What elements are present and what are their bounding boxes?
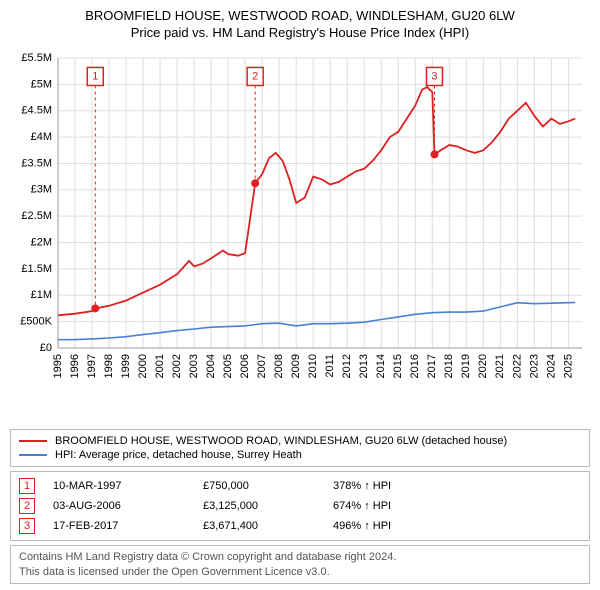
x-tick-label: 2009	[290, 354, 302, 378]
y-tick-label: £4M	[31, 131, 52, 143]
line-chart: £0 £500K £1M £1.5M £2M £2.5M £3M £3.5M £4M £4.5M £…	[10, 48, 590, 388]
x-tick-label: 1998	[103, 354, 115, 378]
title-block: BROOMFIELD HOUSE, WESTWOOD ROAD, WINDLES…	[10, 8, 590, 42]
legend-label: BROOMFIELD HOUSE, WESTWOOD ROAD, WINDLES…	[55, 435, 507, 447]
x-tick-label: 2007	[256, 354, 268, 378]
x-tick-label: 2012	[341, 354, 353, 378]
sale-marker-number: 3	[431, 70, 437, 82]
sale-row-price: £3,671,400	[203, 520, 333, 532]
sale-row: 3 17-FEB-2017£3,671,400496% ↑ HPI	[19, 516, 581, 536]
chart-area: £0 £500K £1M £1.5M £2M £2.5M £3M £3.5M £4M £4.5M £…	[10, 48, 590, 426]
legend-label: HPI: Average price, detached house, Surr…	[55, 449, 302, 461]
y-tick-label: £1M	[31, 289, 52, 301]
legend-swatch	[19, 454, 47, 456]
x-tick-label: 1996	[69, 354, 81, 378]
sale-row-marker: 2	[19, 498, 35, 514]
title-line-2: Price paid vs. HM Land Registry's House …	[10, 25, 590, 42]
sale-row-pct: 674% ↑ HPI	[333, 500, 391, 512]
sale-row-date: 03-AUG-2006	[53, 500, 203, 512]
x-tick-label: 2006	[239, 354, 251, 378]
x-tick-label: 2014	[375, 354, 387, 378]
x-tick-label: 2000	[137, 354, 149, 378]
y-tick-label: £0	[40, 342, 52, 354]
y-tick-label: £5.5M	[21, 52, 52, 64]
y-tick-label: £3.5M	[21, 157, 52, 169]
legend-swatch	[19, 440, 47, 442]
x-tick-label: 2004	[205, 354, 217, 378]
footer-line-2: This data is licensed under the Open Gov…	[19, 565, 581, 579]
chart-bg	[10, 48, 590, 388]
sale-marker-dot	[91, 304, 99, 312]
sales-table: 1 10-MAR-1997£750,000378% ↑ HPI 2 03-AUG-20…	[10, 471, 590, 541]
x-tick-label: 2021	[494, 354, 506, 378]
x-tick-label: 1999	[120, 354, 132, 378]
sale-marker-number: 2	[252, 70, 258, 82]
sale-marker-dot	[430, 150, 438, 158]
x-tick-label: 2020	[477, 354, 489, 378]
legend-item: BROOMFIELD HOUSE, WESTWOOD ROAD, WINDLES…	[19, 434, 581, 448]
y-tick-label: £3M	[31, 184, 52, 196]
sale-row-marker: 1	[19, 478, 35, 494]
title-line-1: BROOMFIELD HOUSE, WESTWOOD ROAD, WINDLES…	[10, 8, 590, 25]
x-tick-label: 2010	[307, 354, 319, 378]
sale-row-date: 10-MAR-1997	[53, 480, 203, 492]
x-tick-label: 2003	[188, 354, 200, 378]
x-tick-label: 2024	[545, 354, 557, 378]
y-tick-label: £4.5M	[21, 104, 52, 116]
x-tick-label: 2005	[222, 354, 234, 378]
y-tick-label: £2.5M	[21, 210, 52, 222]
sale-row-price: £3,125,000	[203, 500, 333, 512]
sale-marker-dot	[251, 179, 259, 187]
x-tick-label: 2015	[392, 354, 404, 378]
x-tick-label: 2008	[273, 354, 285, 378]
x-tick-label: 2025	[562, 354, 574, 378]
x-tick-label: 2001	[154, 354, 166, 378]
chart-container: BROOMFIELD HOUSE, WESTWOOD ROAD, WINDLES…	[0, 0, 600, 590]
x-tick-label: 2002	[171, 354, 183, 378]
x-tick-label: 2018	[443, 354, 455, 378]
x-tick-label: 2011	[324, 354, 336, 378]
x-tick-label: 2013	[358, 354, 370, 378]
x-tick-label: 2016	[409, 354, 421, 378]
sale-row-price: £750,000	[203, 480, 333, 492]
sale-row-pct: 378% ↑ HPI	[333, 480, 391, 492]
sale-row-marker: 3	[19, 518, 35, 534]
x-tick-label: 2023	[528, 354, 540, 378]
y-tick-label: £500K	[20, 315, 52, 327]
x-tick-label: 2017	[426, 354, 438, 378]
x-tick-label: 1995	[52, 354, 64, 378]
x-tick-label: 1997	[86, 354, 98, 378]
x-tick-label: 2022	[511, 354, 523, 378]
sale-row: 1 10-MAR-1997£750,000378% ↑ HPI	[19, 476, 581, 496]
y-tick-label: £1.5M	[21, 263, 52, 275]
sale-row-date: 17-FEB-2017	[53, 520, 203, 532]
footer: Contains HM Land Registry data © Crown c…	[10, 545, 590, 584]
x-tick-label: 2019	[460, 354, 472, 378]
sale-marker-number: 1	[92, 70, 98, 82]
footer-line-1: Contains HM Land Registry data © Crown c…	[19, 550, 581, 564]
sale-row-pct: 496% ↑ HPI	[333, 520, 391, 532]
legend: BROOMFIELD HOUSE, WESTWOOD ROAD, WINDLES…	[10, 429, 590, 467]
y-tick-label: £2M	[31, 236, 52, 248]
sale-row: 2 03-AUG-2006£3,125,000674% ↑ HPI	[19, 496, 581, 516]
legend-item: HPI: Average price, detached house, Surr…	[19, 448, 581, 462]
y-tick-label: £5M	[31, 78, 52, 90]
